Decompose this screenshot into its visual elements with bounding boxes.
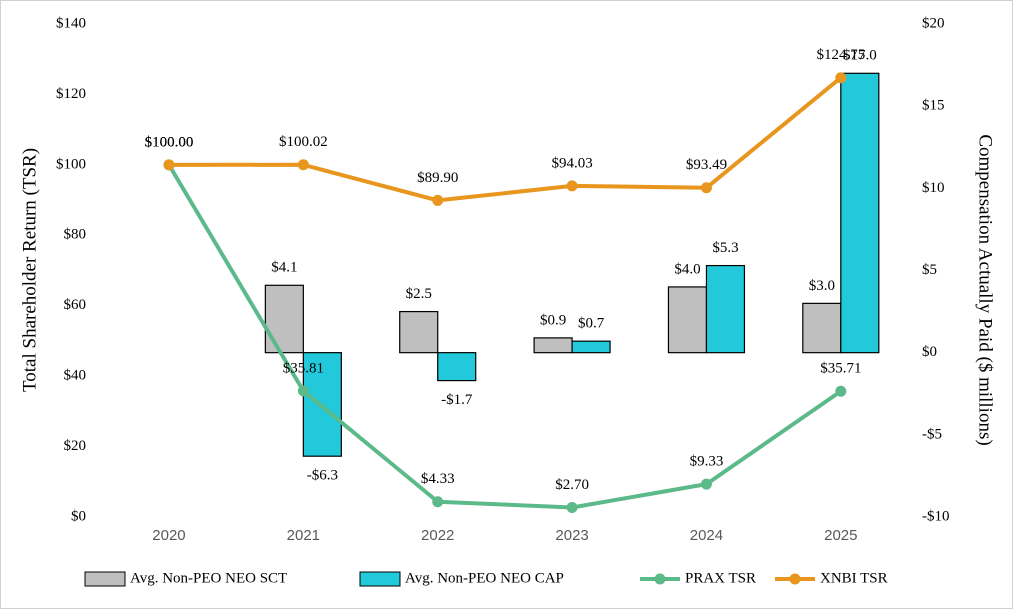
line-marker bbox=[432, 194, 444, 206]
data-label: $0.9 bbox=[540, 312, 566, 328]
legend-swatch bbox=[359, 571, 401, 587]
y2-tick-label: $15 bbox=[922, 98, 945, 114]
x-tick-label: 2024 bbox=[690, 527, 723, 544]
bar bbox=[399, 310, 439, 354]
line-marker bbox=[163, 159, 175, 171]
data-label: -$1.7 bbox=[441, 392, 473, 408]
y2-tick-label: $20 bbox=[922, 15, 945, 31]
line-marker bbox=[297, 385, 309, 397]
y2-axis-title: Compensation Actually Paid ($ millions) bbox=[975, 134, 996, 445]
legend-marker bbox=[789, 573, 801, 585]
data-label: $4.33 bbox=[421, 471, 455, 487]
bar bbox=[533, 337, 573, 354]
legend-marker bbox=[654, 573, 666, 585]
legend-label: Avg. Non-PEO NEO SCT bbox=[130, 570, 287, 586]
legend-label: Avg. Non-PEO NEO CAP bbox=[405, 570, 564, 586]
bar bbox=[667, 286, 708, 354]
y-tick-label: $100 bbox=[56, 156, 86, 172]
y-tick-label: $60 bbox=[64, 297, 87, 313]
line-marker bbox=[432, 496, 444, 508]
x-tick-label: 2022 bbox=[421, 527, 454, 544]
data-label: $35.81 bbox=[283, 360, 324, 376]
x-tick-label: 2023 bbox=[555, 527, 588, 544]
bar bbox=[802, 302, 842, 354]
data-label: $89.90 bbox=[417, 170, 458, 186]
line bbox=[167, 163, 842, 510]
bar bbox=[264, 284, 304, 354]
data-label: $4.1 bbox=[271, 260, 297, 276]
y-tick-label: $0 bbox=[71, 508, 86, 524]
x-tick-label: 2025 bbox=[824, 527, 857, 544]
x-tick-label: 2020 bbox=[152, 527, 185, 544]
y-tick-label: $40 bbox=[64, 368, 87, 384]
data-label: $35.71 bbox=[820, 361, 861, 377]
legend-label: XNBI TSR bbox=[820, 570, 888, 586]
y2-tick-label: -$5 bbox=[922, 426, 942, 442]
line-marker bbox=[835, 72, 847, 84]
line-marker bbox=[566, 180, 578, 192]
data-label: $0.7 bbox=[578, 316, 605, 332]
line-marker bbox=[297, 159, 309, 171]
bar bbox=[705, 264, 746, 354]
data-label: $3.0 bbox=[809, 278, 835, 294]
data-label: $100.00 bbox=[145, 134, 194, 150]
y2-tick-label: $10 bbox=[922, 180, 945, 196]
data-label: $2.5 bbox=[406, 286, 432, 302]
y2-tick-label: $5 bbox=[922, 262, 937, 278]
data-label: $100.00 bbox=[145, 134, 194, 150]
data-label: $9.33 bbox=[690, 454, 724, 470]
y2-tick-label: -$10 bbox=[922, 508, 950, 524]
bar bbox=[840, 72, 880, 354]
data-label: $94.03 bbox=[551, 155, 592, 171]
line-marker bbox=[700, 182, 712, 194]
data-label: $2.70 bbox=[555, 477, 589, 493]
y-axis-title: Total Shareholder Return (TSR) bbox=[19, 148, 40, 392]
legend-label: PRAX TSR bbox=[685, 570, 756, 586]
y-tick-label: $20 bbox=[64, 438, 87, 454]
y-tick-label: $80 bbox=[64, 227, 87, 243]
line bbox=[168, 76, 843, 203]
data-label: $93.49 bbox=[686, 157, 727, 173]
y-tick-label: $140 bbox=[56, 15, 86, 31]
legend-swatch bbox=[84, 571, 126, 587]
line-marker bbox=[700, 478, 712, 490]
bar bbox=[437, 352, 477, 382]
line-marker bbox=[835, 385, 847, 397]
data-label: $17.0 bbox=[843, 48, 877, 64]
x-tick-label: 2021 bbox=[287, 527, 320, 544]
data-label: $100.02 bbox=[279, 134, 328, 150]
data-label: $5.3 bbox=[712, 240, 738, 256]
bar bbox=[571, 340, 611, 354]
y2-tick-label: $0 bbox=[922, 344, 937, 360]
data-label: $4.0 bbox=[674, 261, 700, 277]
y-tick-label: $120 bbox=[56, 86, 86, 102]
data-label: $124.75 bbox=[816, 47, 865, 63]
data-label: -$6.3 bbox=[307, 468, 338, 484]
line-marker bbox=[566, 501, 578, 513]
